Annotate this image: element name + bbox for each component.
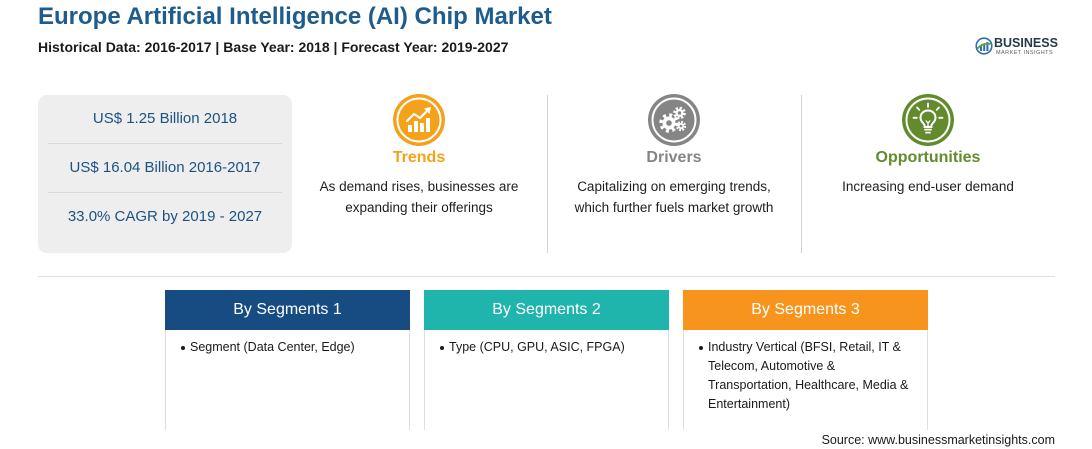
logo-wordmark: BUSINESS: [994, 36, 1058, 50]
segment-list-item: Type (CPU, GPU, ASIC, FPGA): [425, 338, 668, 357]
bullet-icon: [440, 345, 444, 350]
segment-card-2: By Segments 2 Type (CPU, GPU, ASIC, FPGA…: [424, 290, 669, 430]
trends-description-line: expanding their offerings: [345, 200, 493, 215]
column-divider: [801, 95, 802, 253]
opportunities-column: Opportunities Increasing end-user demand: [801, 94, 1055, 254]
opportunities-title: Opportunities: [875, 149, 981, 166]
segment-card-3: By Segments 3 Industry Vertical (BFSI, R…: [683, 290, 928, 430]
column-divider: [547, 95, 548, 253]
page-title: Europe Artificial Intelligence (AI) Chip…: [38, 3, 552, 30]
segment-item-line: Entertainment): [708, 397, 790, 411]
segment-item-line: Industry Vertical (BFSI, Retail, IT &: [708, 340, 901, 354]
drivers-title: Drivers: [646, 149, 702, 166]
business-market-insights-logo-icon: [975, 37, 993, 55]
segment-card-1: By Segments 1 Segment (Data Center, Edge…: [165, 290, 410, 430]
drivers-description: Capitalizing on emerging trends, which f…: [547, 176, 801, 218]
bullet-icon: [699, 345, 703, 350]
opportunities-description-line: Increasing end-user demand: [842, 179, 1014, 194]
bullet-icon: [181, 345, 185, 350]
gears-icon: [648, 94, 700, 146]
segment-header: By Segments 3: [683, 290, 928, 330]
stat-cagr: 33.0% CAGR by 2019 - 2027: [67, 208, 263, 225]
stat-market-size: US$ 1.25 Billion 2018: [92, 110, 238, 127]
page-subtitle: Historical Data: 2016-2017 | Base Year: …: [38, 39, 509, 55]
rising-chart-icon: [393, 94, 445, 146]
trends-title: Trends: [392, 149, 446, 166]
segment-header: By Segments 2: [424, 290, 669, 330]
logo-tagline: MARKET INSIGHTS: [996, 50, 1054, 56]
trends-description-line: As demand rises, businesses are: [319, 179, 519, 194]
segment-list-item: Industry Vertical (BFSI, Retail, IT & Te…: [684, 338, 927, 414]
drivers-description-line: Capitalizing on emerging trends,: [577, 179, 771, 194]
stat-historical-value: US$ 16.04 Billion 2016-2017: [69, 159, 261, 176]
trends-column: Trends As demand rises, businesses are e…: [292, 94, 546, 254]
segment-body: Segment (Data Center, Edge): [165, 330, 410, 430]
company-logo: BUSINESS MARKET INSIGHTS: [975, 36, 1059, 60]
source-credit: Source: www.businessmarketinsights.com: [821, 433, 1055, 447]
stat-divider: [48, 143, 282, 144]
segment-item-line: Segment (Data Center, Edge): [190, 340, 355, 354]
segment-item-line: Type (CPU, GPU, ASIC, FPGA): [449, 340, 625, 354]
trends-description: As demand rises, businesses are expandin…: [292, 176, 546, 218]
opportunities-description: Increasing end-user demand: [801, 176, 1055, 197]
segment-body: Type (CPU, GPU, ASIC, FPGA): [424, 330, 669, 430]
drivers-column: Drivers Capitalizing on emerging trends,…: [547, 94, 801, 254]
segment-list-item: Segment (Data Center, Edge): [166, 338, 409, 357]
segment-body: Industry Vertical (BFSI, Retail, IT & Te…: [683, 330, 928, 430]
key-stats-panel: US$ 1.25 Billion 2018 US$ 16.04 Billion …: [38, 95, 292, 253]
segment-item-line: Transportation, Healthcare, Media &: [708, 378, 909, 392]
section-divider: [38, 276, 1055, 277]
drivers-description-line: which further fuels market growth: [574, 200, 774, 215]
segment-item-line: Telecom, Automotive &: [708, 359, 836, 373]
stat-divider: [48, 192, 282, 193]
lightbulb-icon: [902, 94, 954, 146]
segment-header: By Segments 1: [165, 290, 410, 330]
